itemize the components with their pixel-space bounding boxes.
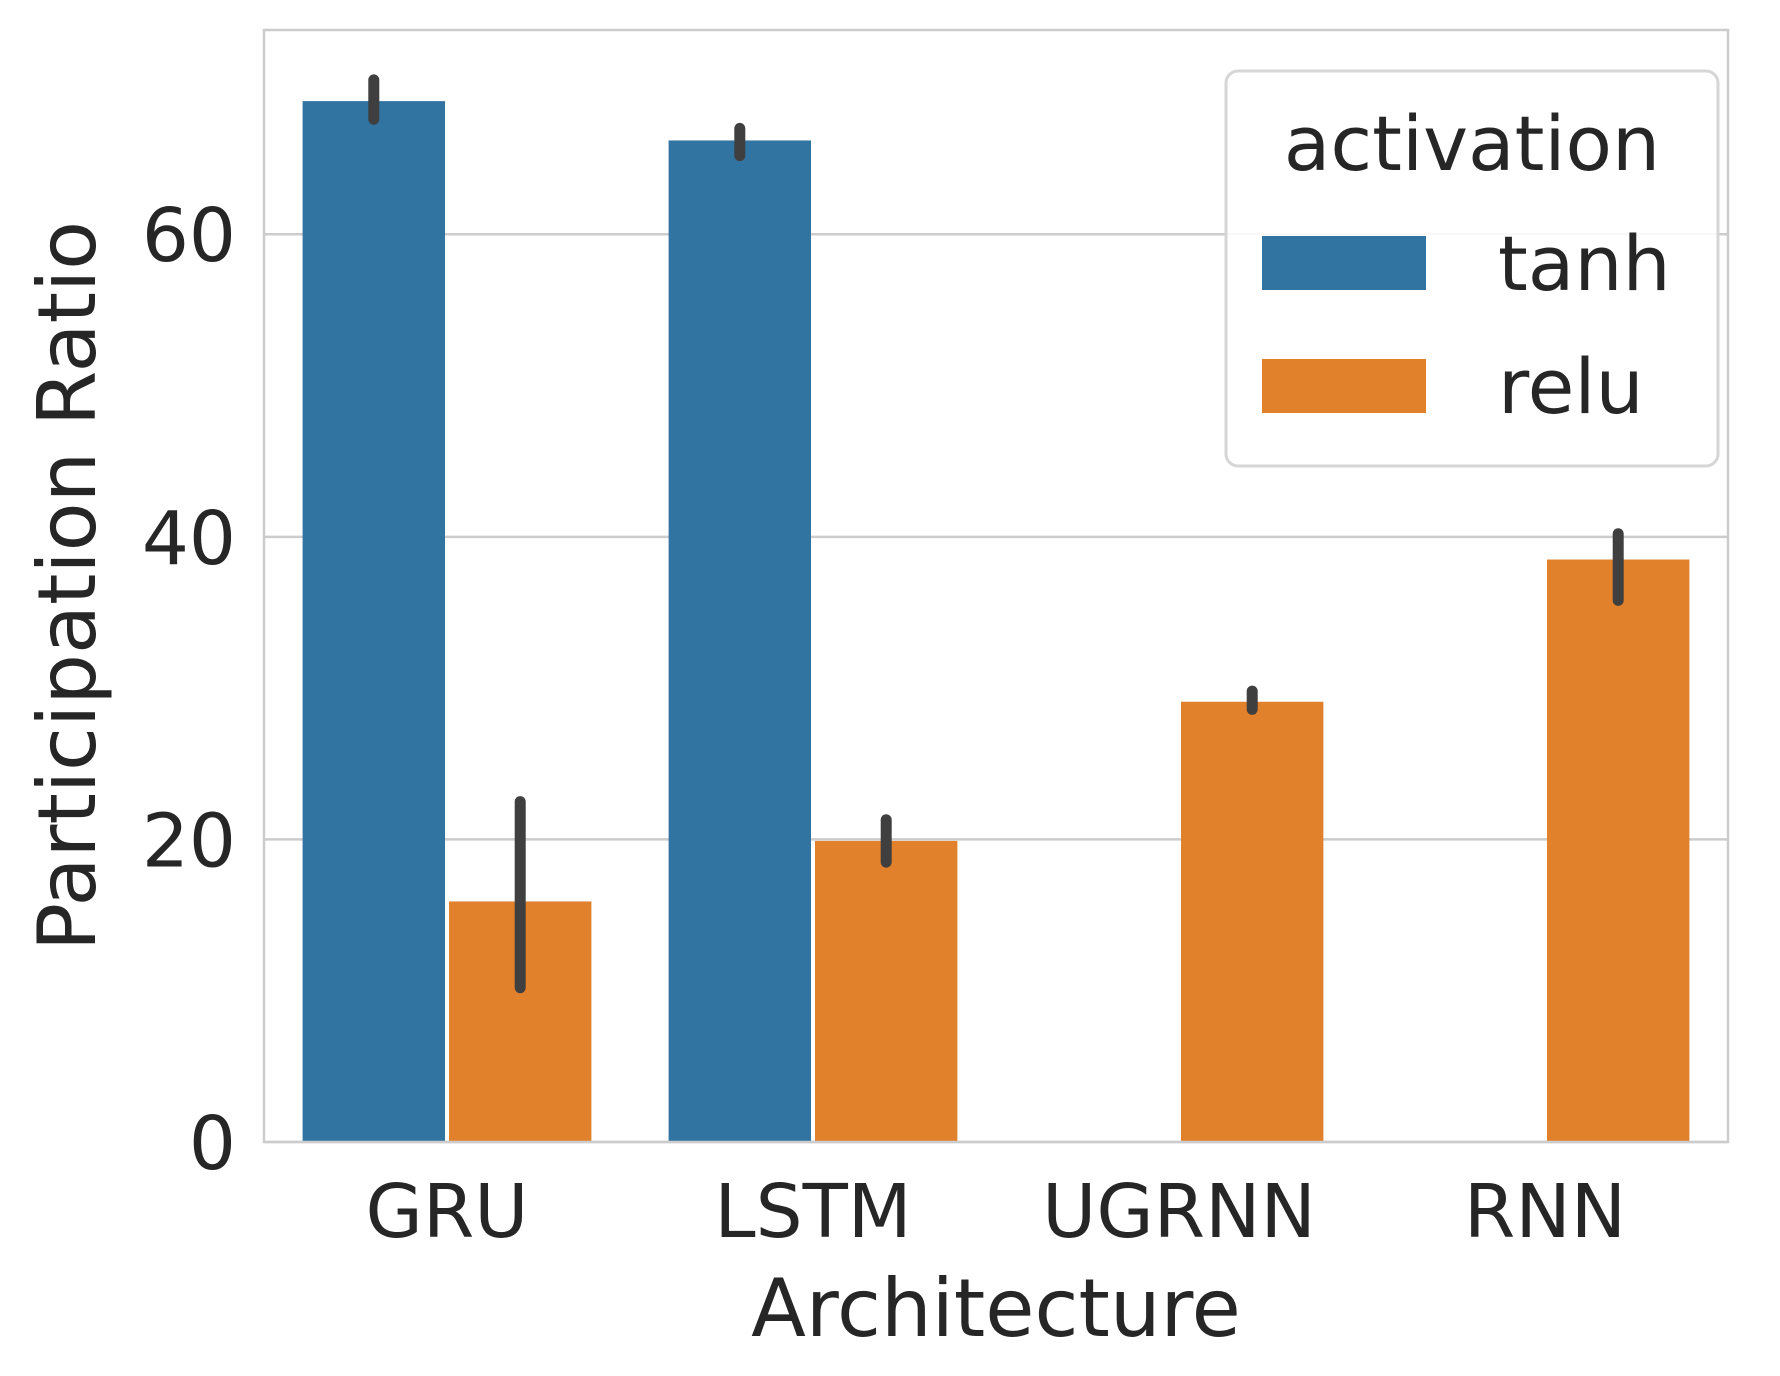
legend: activation tanh relu xyxy=(1224,69,1720,468)
x-axis-label: Architecture xyxy=(751,1262,1241,1355)
legend-label-tanh: tanh xyxy=(1498,219,1671,308)
bar-relu-UGRNN xyxy=(1181,701,1324,1142)
legend-title: activation xyxy=(1284,99,1660,188)
y-tick-label-40: 40 xyxy=(142,496,236,582)
plot-frame xyxy=(262,28,1730,1144)
y-tick-labels: 0 20 40 60 xyxy=(142,193,236,1187)
legend-swatch-tanh xyxy=(1262,236,1426,290)
x-tick-label-UGRNN: UGRNN xyxy=(1042,1169,1316,1255)
bar-relu-LSTM xyxy=(815,840,958,1142)
x-tick-label-RNN: RNN xyxy=(1464,1169,1626,1255)
x-tick-label-GRU: GRU xyxy=(366,1169,529,1255)
x-tick-label-LSTM: LSTM xyxy=(714,1169,911,1255)
legend-label-relu: relu xyxy=(1498,342,1644,431)
y-tick-label-0: 0 xyxy=(189,1101,236,1187)
bar-tanh-LSTM xyxy=(668,140,811,1142)
x-tick-labels: GRU LSTM UGRNN RNN xyxy=(366,1169,1627,1255)
y-tick-label-20: 20 xyxy=(142,798,236,884)
legend-swatch-relu xyxy=(1262,359,1426,413)
error-bars xyxy=(368,74,1624,994)
y-tick-label-60: 60 xyxy=(142,193,236,279)
bar-relu-RNN xyxy=(1547,559,1690,1142)
y-axis-label: Participation Ratio xyxy=(21,221,114,951)
bar-tanh-GRU xyxy=(302,101,445,1143)
